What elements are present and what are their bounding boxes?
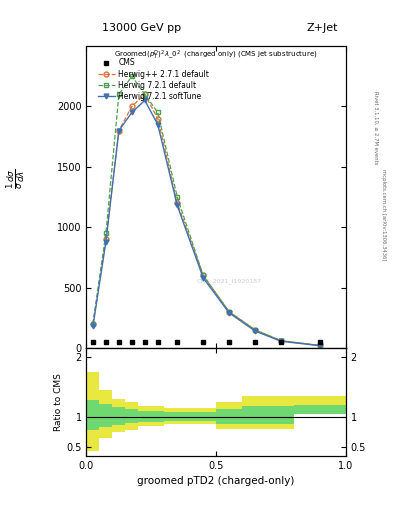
- Text: Groomed$(p_T^D)^2\lambda\_0^2$  (charged only) (CMS jet substructure): Groomed$(p_T^D)^2\lambda\_0^2$ (charged …: [114, 49, 318, 62]
- CMS: [129, 339, 134, 345]
- Herwig++ 2.7.1 default: [318, 343, 322, 349]
- Line: Herwig++ 2.7.1 default: Herwig++ 2.7.1 default: [90, 92, 322, 348]
- Herwig 7.2.1 default: [116, 91, 121, 97]
- Herwig 7.2.1 default: [129, 73, 134, 79]
- Herwig++ 2.7.1 default: [175, 200, 180, 206]
- CMS: [175, 339, 180, 345]
- Herwig 7.2.1 softTune: [318, 343, 322, 349]
- Herwig 7.2.1 softTune: [227, 310, 231, 316]
- Herwig++ 2.7.1 default: [129, 103, 134, 110]
- CMS: [116, 339, 121, 345]
- Line: Herwig 7.2.1 softTune: Herwig 7.2.1 softTune: [90, 98, 322, 348]
- Herwig 7.2.1 default: [90, 321, 95, 327]
- CMS: [279, 339, 283, 345]
- Herwig++ 2.7.1 default: [90, 321, 95, 327]
- Herwig++ 2.7.1 default: [116, 127, 121, 134]
- CMS: [227, 339, 231, 345]
- Line: CMS: CMS: [91, 340, 322, 344]
- Herwig 7.2.1 default: [318, 343, 322, 349]
- CMS: [201, 339, 206, 345]
- Line: Herwig 7.2.1 default: Herwig 7.2.1 default: [90, 74, 322, 348]
- Herwig 7.2.1 default: [156, 110, 160, 116]
- Herwig 7.2.1 default: [253, 327, 257, 333]
- CMS: [156, 339, 160, 345]
- Herwig 7.2.1 softTune: [104, 239, 108, 245]
- Herwig 7.2.1 default: [104, 230, 108, 236]
- Herwig 7.2.1 default: [175, 194, 180, 200]
- Herwig 7.2.1 softTune: [279, 338, 283, 345]
- CMS: [318, 339, 322, 345]
- Herwig 7.2.1 softTune: [142, 97, 147, 103]
- X-axis label: groomed pTD2 (charged-only): groomed pTD2 (charged-only): [138, 476, 295, 486]
- Herwig++ 2.7.1 default: [279, 337, 283, 344]
- Herwig 7.2.1 default: [227, 309, 231, 315]
- Herwig 7.2.1 default: [142, 91, 147, 97]
- Herwig 7.2.1 softTune: [116, 127, 121, 134]
- Herwig++ 2.7.1 default: [142, 91, 147, 97]
- Herwig 7.2.1 softTune: [90, 323, 95, 329]
- Text: mcplots.cern.ch [arXiv:1306.3436]: mcplots.cern.ch [arXiv:1306.3436]: [381, 169, 386, 261]
- Text: 13000 GeV pp: 13000 GeV pp: [102, 23, 181, 33]
- Herwig 7.2.1 softTune: [175, 202, 180, 208]
- Herwig++ 2.7.1 default: [156, 115, 160, 121]
- Herwig 7.2.1 softTune: [129, 110, 134, 116]
- Herwig 7.2.1 softTune: [156, 121, 160, 127]
- CMS: [90, 339, 95, 345]
- Herwig++ 2.7.1 default: [201, 272, 206, 279]
- Herwig++ 2.7.1 default: [227, 309, 231, 315]
- Herwig 7.2.1 softTune: [253, 328, 257, 334]
- Text: $\frac{1}{\sigma}\frac{d\sigma}{d\lambda}$: $\frac{1}{\sigma}\frac{d\sigma}{d\lambda…: [5, 169, 27, 189]
- CMS: [253, 339, 257, 345]
- Text: Z+Jet: Z+Jet: [307, 23, 338, 33]
- Herwig 7.2.1 softTune: [201, 275, 206, 281]
- CMS: [142, 339, 147, 345]
- Y-axis label: Ratio to CMS: Ratio to CMS: [55, 373, 63, 431]
- Text: Rivet 3.1.10, ≥ 2.7M events: Rivet 3.1.10, ≥ 2.7M events: [373, 91, 378, 165]
- Herwig++ 2.7.1 default: [253, 327, 257, 333]
- Herwig 7.2.1 default: [201, 272, 206, 279]
- CMS: [104, 339, 108, 345]
- Herwig++ 2.7.1 default: [104, 236, 108, 242]
- Text: CMS_2021_I1920187: CMS_2021_I1920187: [196, 279, 262, 284]
- Herwig 7.2.1 default: [279, 337, 283, 344]
- Legend: CMS, Herwig++ 2.7.1 default, Herwig 7.2.1 default, Herwig 7.2.1 softTune: CMS, Herwig++ 2.7.1 default, Herwig 7.2.…: [95, 56, 211, 103]
